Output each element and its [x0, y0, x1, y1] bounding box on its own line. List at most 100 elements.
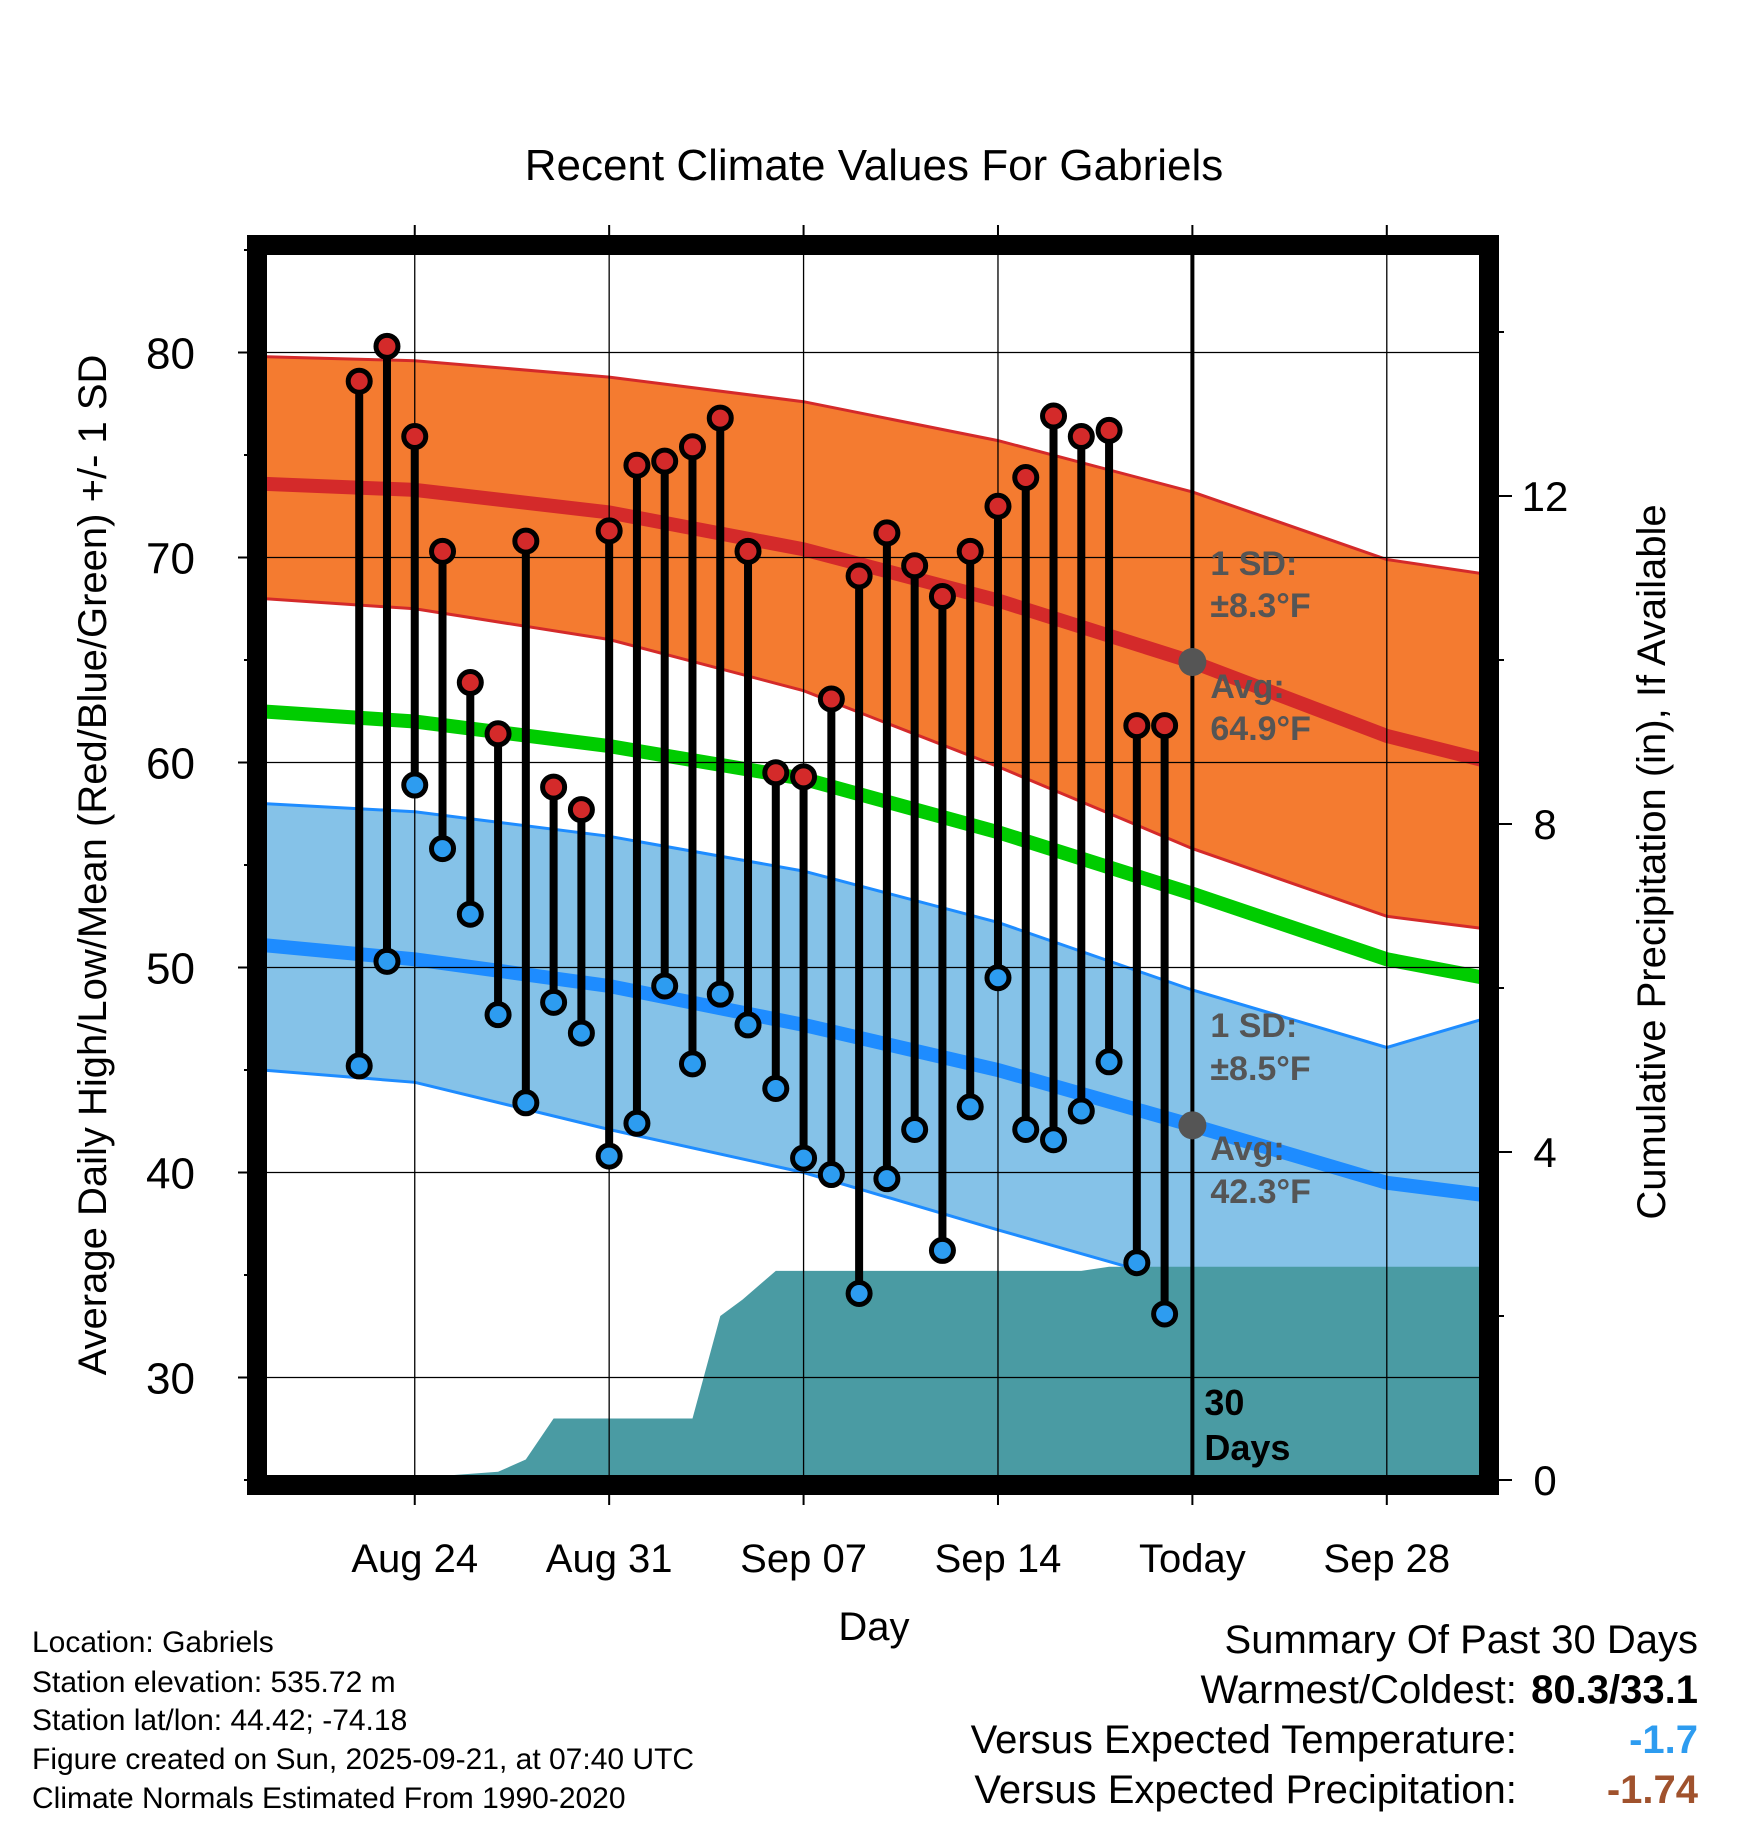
daily-high-point [734, 537, 762, 565]
summary-warmest-coldest: Warmest/Coldest: 80.3/33.1 [1201, 1668, 1699, 1713]
precip-days-label: Days [1204, 1427, 1290, 1468]
y2-tick-label: 8 [1533, 801, 1556, 848]
y-tick-label: 40 [146, 1150, 195, 1199]
daily-low-point [345, 1052, 373, 1080]
daily-low-point [1095, 1048, 1123, 1076]
high-sd-lower-edge [262, 597, 1484, 931]
daily-high-point [678, 433, 706, 461]
daily-high-point [1040, 402, 1068, 430]
daily-low-point [790, 1144, 818, 1172]
low-sd-band [262, 803, 1484, 1351]
daily-low-point [1012, 1115, 1040, 1143]
plot-area [262, 355, 1484, 1480]
daily-low-point [567, 1019, 595, 1047]
created-text: Figure created on Sun, 2025-09-21, at 07… [32, 1743, 695, 1776]
x-tick-label: Sep 28 [1323, 1537, 1450, 1581]
precip-anomaly-value: -1.74 [1606, 1768, 1698, 1812]
daily-high-point [901, 552, 929, 580]
annotations: 1 SD: ±8.3°F Avg: 64.9°F 1 SD: ±8.5°F Avg: 42.3… [1178, 545, 1311, 1468]
summary-temp: Versus Expected Temperature: -1.7 [971, 1718, 1698, 1763]
daily-low-point [512, 1089, 540, 1117]
daily-low-point [484, 1001, 512, 1029]
daily-low-point [429, 835, 457, 863]
normals-text: Climate Normals Estimated From 1990-2020 [32, 1782, 626, 1815]
daily-high-point [540, 773, 568, 801]
low-sd-label: 1 SD: [1210, 1007, 1297, 1045]
normal-low-line [262, 938, 1484, 1203]
temp-anomaly-label: Versus Expected Temperature: [970, 1718, 1517, 1762]
high-sd-upper-edge [262, 355, 1484, 576]
daily-low-point [817, 1161, 845, 1189]
today-avg-low-marker [1178, 1111, 1207, 1140]
daily-low-point [873, 1165, 901, 1193]
daily-low-point [984, 964, 1012, 992]
plot-frame [247, 235, 1499, 1495]
normal-high-line [262, 476, 1484, 768]
daily-low-point [901, 1115, 929, 1143]
summary-precip: Versus Expected Precipitation: -1.74 [974, 1768, 1698, 1813]
daily-high-point [928, 582, 956, 610]
daily-high-point [345, 367, 373, 395]
observations [345, 332, 1179, 1328]
daily-high-point [1151, 712, 1179, 740]
precip-area [262, 1266, 1484, 1480]
daily-low-point [540, 988, 568, 1016]
y2-tick-label: 0 [1533, 1457, 1556, 1504]
daily-high-point [512, 527, 540, 555]
daily-low-point [762, 1074, 790, 1102]
daily-high-point [567, 796, 595, 824]
daily-high-point [790, 763, 818, 791]
daily-high-point [984, 492, 1012, 520]
daily-high-point [873, 519, 901, 547]
daily-high-point [1095, 416, 1123, 444]
high-sd-label: 1 SD: [1210, 545, 1297, 583]
daily-high-point [1123, 712, 1151, 740]
normal-mean-line [262, 704, 1484, 985]
daily-high-point [845, 562, 873, 590]
y-tick-label: 60 [146, 740, 195, 789]
daily-high-point [401, 423, 429, 451]
daily-high-point [456, 669, 484, 697]
y-tick-label: 80 [146, 330, 195, 379]
y2-tick-label: 4 [1533, 1129, 1556, 1176]
daily-low-point [1123, 1249, 1151, 1277]
daily-low-point [678, 1050, 706, 1078]
chart-title: Recent Climate Values For Gabriels [525, 141, 1224, 190]
warmest-coldest-label: Warmest/Coldest: [1200, 1668, 1517, 1712]
location-text: Location: Gabriels [32, 1626, 274, 1659]
high-sd-value: ±8.3°F [1210, 587, 1310, 625]
daily-low-point [1040, 1126, 1068, 1154]
daily-low-point [623, 1109, 651, 1137]
daily-high-point [623, 451, 651, 479]
x-axis-title: Day [838, 1605, 909, 1649]
daily-low-point [373, 947, 401, 975]
today-avg-high-marker [1178, 648, 1207, 677]
daily-low-point [1067, 1097, 1095, 1125]
daily-low-point [401, 771, 429, 799]
x-tick-label: Aug 31 [546, 1537, 673, 1581]
daily-high-point [706, 404, 734, 432]
daily-high-point [762, 759, 790, 787]
daily-low-point [956, 1093, 984, 1121]
low-sd-value: ±8.5°F [1210, 1050, 1310, 1088]
latlon-text: Station lat/lon: 44.42; -74.18 [32, 1704, 408, 1737]
warmest-coldest-value: 80.3/33.1 [1531, 1668, 1698, 1712]
y-tick-label: 50 [146, 945, 195, 994]
daily-high-point [956, 537, 984, 565]
summary-title: Summary Of Past 30 Days [1224, 1618, 1698, 1662]
x-tick-label: Sep 14 [935, 1537, 1062, 1581]
daily-high-point [1012, 464, 1040, 492]
daily-high-point [429, 537, 457, 565]
precip-days-label: 30 [1204, 1382, 1244, 1423]
daily-low-point [928, 1236, 956, 1264]
low-sd-upper-edge [262, 802, 1484, 1050]
daily-high-point [484, 720, 512, 748]
daily-high-point [1067, 423, 1095, 451]
daily-low-point [1151, 1300, 1179, 1328]
x-tick-label: Today [1139, 1537, 1246, 1581]
y2-axis-title: Cumulative Precipitation (in), If Availa… [1630, 504, 1674, 1219]
daily-low-point [845, 1279, 873, 1307]
x-tick-label: Aug 24 [351, 1537, 478, 1581]
